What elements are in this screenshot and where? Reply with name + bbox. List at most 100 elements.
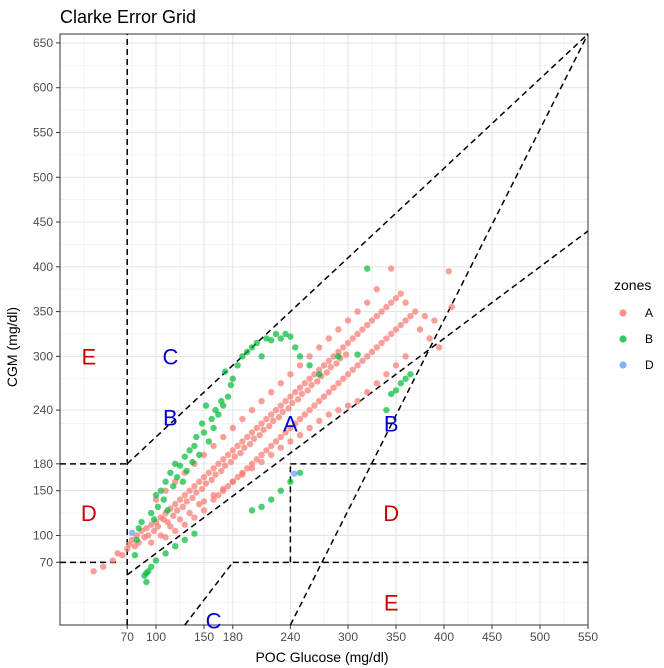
point-zone-B xyxy=(131,551,139,559)
point-zone-A xyxy=(239,438,246,445)
point-zone-A xyxy=(277,433,284,441)
zone-boundary-line xyxy=(126,33,589,465)
point-zone-A xyxy=(325,411,332,418)
point-zone-B xyxy=(296,469,304,476)
point-zone-B xyxy=(148,563,155,570)
point-zone-A xyxy=(306,406,313,414)
zone-label: C xyxy=(206,609,222,634)
point-zone-A xyxy=(90,568,97,575)
chart-title: Clarke Error Grid xyxy=(60,7,196,27)
point-zone-A xyxy=(378,308,385,315)
point-zone-A xyxy=(388,265,395,272)
point-zone-A xyxy=(301,411,308,418)
point-zone-B xyxy=(152,491,160,499)
point-zone-A xyxy=(292,388,299,396)
x-tick-label: 100 xyxy=(146,630,166,644)
zone-label: D xyxy=(81,501,97,526)
point-zone-B xyxy=(160,496,167,503)
point-zone-A xyxy=(296,384,304,391)
point-zone-A xyxy=(306,353,313,360)
point-zone-B xyxy=(167,469,174,476)
point-zone-A xyxy=(344,317,352,324)
point-zone-B xyxy=(164,507,171,514)
x-tick-label: 400 xyxy=(434,630,454,644)
point-zone-A xyxy=(344,371,352,378)
point-zone-B xyxy=(208,415,215,423)
legend-title: zones xyxy=(614,277,651,293)
point-zone-A xyxy=(200,474,208,481)
point-zone-A xyxy=(148,539,155,546)
point-zone-A xyxy=(330,384,337,391)
point-zone-A xyxy=(287,424,294,432)
point-zone-A xyxy=(277,444,284,451)
point-zone-B xyxy=(202,402,210,409)
y-tick-label: 150 xyxy=(33,484,53,498)
point-zone-A xyxy=(258,458,265,466)
point-zone-A xyxy=(316,366,323,373)
point-zone-A xyxy=(200,451,208,459)
x-tick-label: 500 xyxy=(530,630,550,644)
point-zone-A xyxy=(359,326,366,333)
point-zone-A xyxy=(231,453,238,460)
x-tick-label: 300 xyxy=(338,630,358,644)
point-zone-A xyxy=(224,483,232,490)
point-zone-A xyxy=(246,440,254,448)
point-zone-A xyxy=(349,335,356,342)
point-zone-A xyxy=(335,406,342,414)
point-zone-A xyxy=(412,308,419,315)
point-zone-B xyxy=(407,371,414,378)
point-zone-A xyxy=(157,532,164,539)
point-zone-A xyxy=(119,551,126,559)
point-zone-A xyxy=(340,344,347,351)
point-zone-B xyxy=(221,368,229,375)
point-zone-B xyxy=(193,433,200,441)
point-zone-A xyxy=(260,426,267,433)
point-zone-B xyxy=(258,353,265,360)
point-zone-A xyxy=(335,380,342,387)
point-zone-B xyxy=(172,460,179,468)
point-zone-A xyxy=(306,375,313,382)
x-tick-label: 180 xyxy=(223,630,243,644)
point-zone-A xyxy=(316,417,323,425)
point-zone-A xyxy=(402,299,409,306)
point-zone-B xyxy=(248,507,256,514)
point-zone-B xyxy=(364,265,371,272)
point-zone-B xyxy=(189,458,196,466)
panel-border xyxy=(59,33,589,626)
point-zone-A xyxy=(263,447,270,454)
point-zone-B xyxy=(229,375,236,382)
point-zone-B xyxy=(179,478,187,485)
point-zone-A xyxy=(335,348,342,356)
point-zone-A xyxy=(215,460,222,468)
point-zone-A xyxy=(292,420,299,427)
point-zone-A xyxy=(227,458,235,466)
x-tick-label: 240 xyxy=(280,630,300,644)
point-zone-A xyxy=(258,397,265,405)
point-zone-B xyxy=(392,387,400,394)
point-zone-A xyxy=(224,451,232,459)
point-zone-A xyxy=(426,335,433,342)
point-zone-A xyxy=(320,362,328,369)
point-zone-A xyxy=(253,424,260,432)
point-zone-A xyxy=(234,474,241,481)
point-zone-B xyxy=(152,557,160,564)
point-zone-B xyxy=(239,353,246,360)
point-zone-A xyxy=(210,491,217,499)
point-zone-A xyxy=(268,451,275,459)
point-zone-A xyxy=(100,563,107,570)
point-zone-B xyxy=(287,333,294,340)
point-zone-A xyxy=(210,442,217,450)
point-zone-B xyxy=(268,496,275,503)
point-zone-A xyxy=(269,417,277,425)
point-zone-A xyxy=(311,371,318,378)
point-zone-A xyxy=(181,521,188,528)
point-zone-A xyxy=(277,380,284,387)
point-zone-A xyxy=(220,433,227,441)
point-zone-A xyxy=(383,303,390,311)
y-tick-label: 100 xyxy=(33,528,53,542)
point-zone-A xyxy=(172,500,179,508)
legend: zones ABD xyxy=(614,277,654,372)
point-zone-A xyxy=(266,423,273,430)
point-zone-A xyxy=(354,308,361,315)
